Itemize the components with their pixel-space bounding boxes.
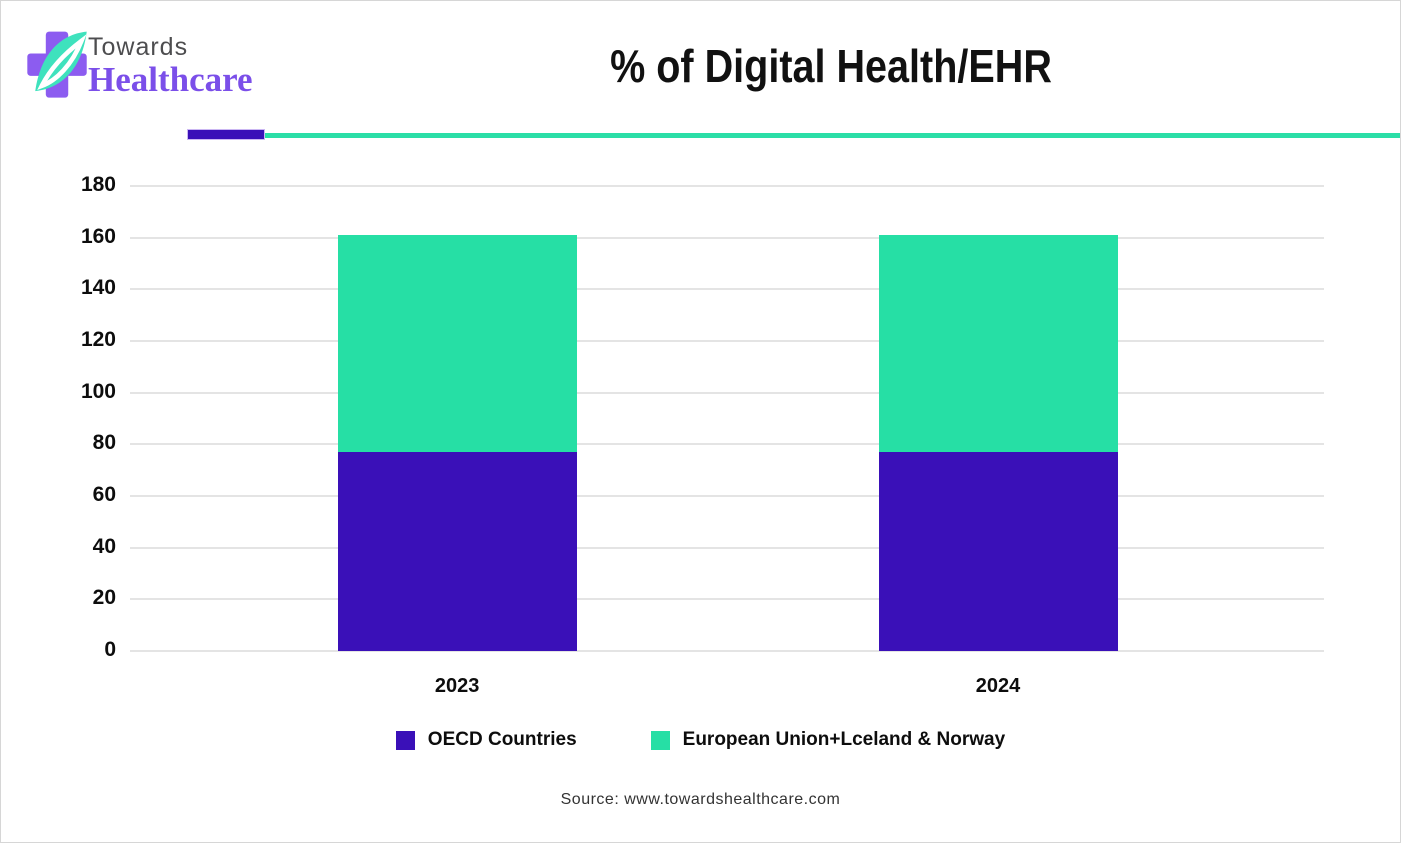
- legend-swatch-oecd-countries: [395, 730, 415, 750]
- y-tick-label: 100: [80, 379, 116, 403]
- bar-2024-european-union-lceland-norway: [878, 235, 1118, 453]
- legend-label: European Union+Lceland & Norway: [682, 729, 1006, 750]
- bar-2023-oecd-countries: [337, 452, 577, 651]
- source-text: Source: www.towardshealthcare.com: [560, 791, 841, 808]
- gridline-y-60: [130, 495, 1324, 497]
- divider-accent-bar: [187, 129, 265, 140]
- gridline-y-0: [130, 650, 1324, 652]
- gridline-y-20: [130, 598, 1324, 601]
- y-tick-label: 160: [80, 224, 116, 248]
- brand-name-towards: Towards: [88, 33, 189, 61]
- y-tick-label: 40: [92, 534, 116, 558]
- brand-logo: Towards Healthcare: [26, 15, 253, 103]
- legend-item-oecd-countries: OECD Countries: [395, 729, 577, 751]
- y-tick-label: 20: [92, 586, 116, 610]
- x-tick-label-2024: 2024: [975, 675, 1021, 697]
- gridline-y-100: [130, 391, 1324, 394]
- divider-line: [264, 133, 1400, 138]
- y-tick-label: 80: [92, 431, 116, 455]
- bar-2024-oecd-countries: [878, 452, 1118, 651]
- legend-item-european-union-lceland-norway: European Union+Lceland & Norway: [650, 729, 1006, 751]
- brand-name-healthcare: Healthcare: [88, 60, 253, 99]
- gridline-y-120: [130, 340, 1324, 342]
- y-tick-label: 120: [80, 328, 116, 351]
- bar-2023-european-union-lceland-norway: [337, 235, 577, 453]
- y-tick-label: 60: [92, 483, 116, 506]
- x-tick-label-2023: 2023: [434, 675, 480, 697]
- legend-label: OECD Countries: [427, 729, 577, 750]
- gridline-y-180: [130, 185, 1324, 187]
- y-tick-label: 180: [80, 173, 116, 196]
- legend: OECD Countries European Union+Lceland & N…: [1, 729, 1400, 751]
- legend-swatch-european-union-lceland-norway: [650, 730, 670, 750]
- gridline-y-140: [130, 288, 1324, 291]
- y-tick-label: 140: [80, 276, 116, 300]
- healthcare-cross-leaf-icon: [27, 31, 87, 98]
- gridline-y-40: [130, 546, 1324, 549]
- brand-text: Towards Healthcare: [88, 15, 253, 97]
- gridline-y-80: [130, 443, 1324, 446]
- gridline-y-160: [130, 236, 1324, 239]
- y-tick-label: 0: [104, 638, 116, 661]
- chart-title: % of Digital Health/EHR: [610, 40, 1052, 92]
